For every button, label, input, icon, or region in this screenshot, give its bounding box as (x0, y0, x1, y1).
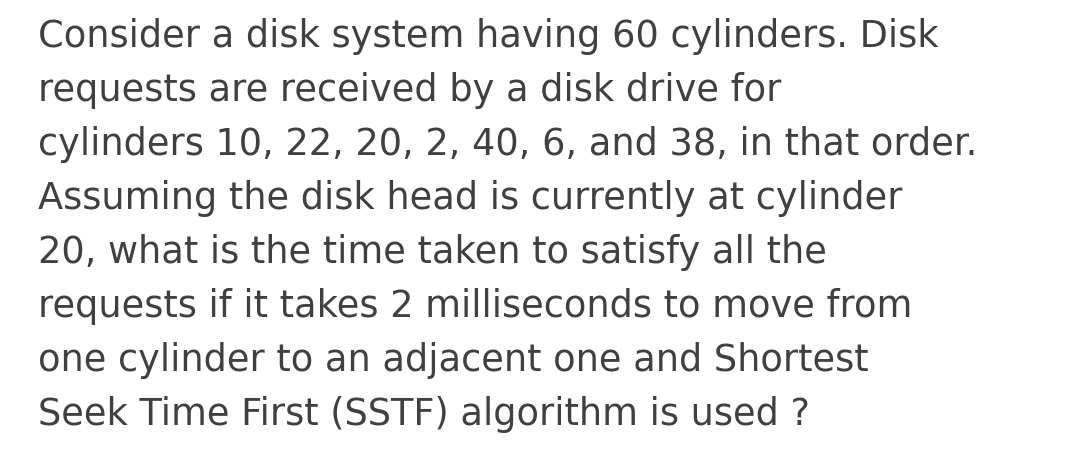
Text: 20, what is the time taken to satisfy all the: 20, what is the time taken to satisfy al… (38, 234, 827, 271)
Text: requests are received by a disk drive for: requests are received by a disk drive fo… (38, 72, 781, 109)
Text: cylinders 10, 22, 20, 2, 40, 6, and 38, in that order.: cylinders 10, 22, 20, 2, 40, 6, and 38, … (38, 126, 977, 163)
Text: requests if it takes 2 milliseconds to move from: requests if it takes 2 milliseconds to m… (38, 288, 913, 325)
Text: one cylinder to an adjacent one and Shortest: one cylinder to an adjacent one and Shor… (38, 342, 868, 379)
Text: Assuming the disk head is currently at cylinder: Assuming the disk head is currently at c… (38, 180, 903, 217)
Text: Consider a disk system having 60 cylinders. Disk: Consider a disk system having 60 cylinde… (38, 18, 939, 55)
Text: Seek Time First (SSTF) algorithm is used ?: Seek Time First (SSTF) algorithm is used… (38, 396, 810, 433)
